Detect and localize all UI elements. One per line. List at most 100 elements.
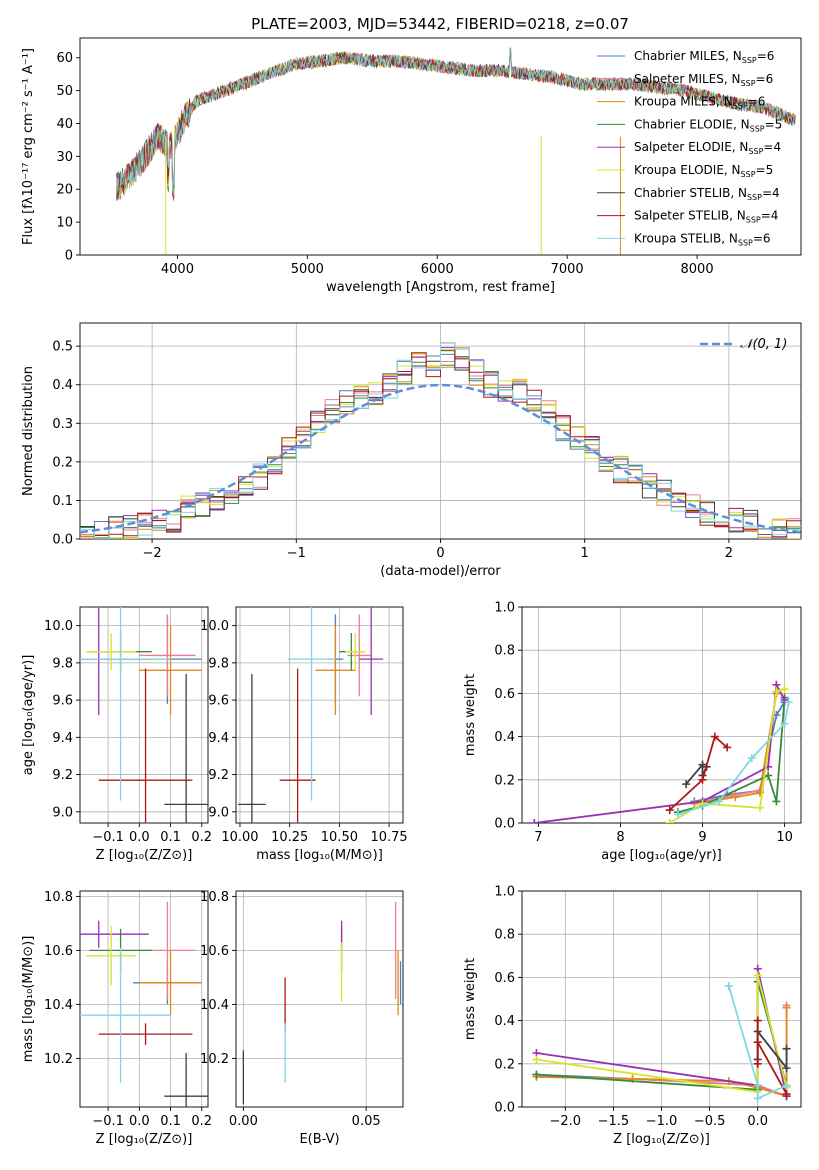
weight-marker-kroupa-stelib — [747, 754, 756, 763]
errorbars — [80, 901, 208, 1107]
y-tick-label: 10.2 — [44, 1052, 73, 1067]
y-tick-label: 10.0 — [44, 619, 73, 634]
mass-vs-metallicity-panel: −0.1 0.0 0.1 0.2 10.2 10.4 10.6 10.8 Z [log₁₀(Z/… — [21, 890, 212, 1147]
legend-nssp-prefix: , N — [724, 163, 741, 177]
legend-nssp-prefix: , N — [725, 49, 742, 63]
axes-frame — [79, 322, 802, 540]
weight-marker-chabrier-stelib — [698, 760, 707, 769]
weight-marker-chabrier-stelib — [682, 780, 691, 789]
y-tick-label: 9.0 — [208, 805, 229, 820]
weight-marker-salpeter-stelib — [698, 775, 707, 784]
y-tick-label: 0.0 — [494, 1101, 515, 1116]
x-tick-label: −0.5 — [694, 1114, 726, 1129]
legend-nssp-eq: = — [761, 209, 771, 223]
spectrum-lines — [116, 46, 796, 255]
y-tick-label: 0 — [65, 249, 73, 264]
y-tick-label: 30 — [56, 150, 73, 165]
weight-line-salpeter-stelib — [669, 734, 728, 811]
weight-marker-kroupa-stelib — [753, 1094, 762, 1103]
age-vs-metallicity-panel: −0.1 0.0 0.1 0.2 9.0 9.2 9.4 9.6 9.8 10.0 Z [log₁₀… — [21, 606, 212, 863]
y-tick-label: 20 — [56, 183, 73, 198]
legend-nssp-sub: SSP — [738, 238, 753, 247]
errorbars — [242, 901, 402, 1105]
weight-vs-metallicity-panel: −2.0 −1.5 −1.0 −0.5 0.0 0.0 0.2 0.4 0.6 0.8 1.0 Z [… — [463, 885, 802, 1147]
x-tick-label: 10 — [776, 830, 793, 845]
weight-marker-kroupa-elodie — [665, 819, 674, 823]
y-tick-label: 9.6 — [208, 694, 229, 709]
weight-marker-kroupa-stelib — [714, 797, 723, 806]
weight-marker-kroupa-elodie — [755, 803, 764, 812]
y-tick-label: 0.8 — [494, 644, 515, 659]
weight-marker-chabrier-stelib — [782, 1064, 791, 1073]
x-axis-label: (data-model)/error — [380, 564, 501, 579]
x-axis-label: mass [log₁₀(M/M⊙)] — [256, 848, 383, 863]
weight-marker-salpeter-stelib — [710, 732, 719, 741]
x-tick-label: 4000 — [161, 262, 194, 277]
y-tick-label: 9.0 — [52, 805, 73, 820]
y-tick-label: 9.8 — [52, 656, 73, 671]
y-tick-label: 10.4 — [200, 998, 229, 1013]
legend-nssp-prefix: , N — [733, 117, 750, 131]
y-tick-label: 0.4 — [494, 730, 515, 745]
legend-label: Kroupa MILES, NSSP=6 — [634, 95, 765, 111]
x-tick-label: 0.2 — [191, 1114, 212, 1129]
x-tick-label: −0.1 — [92, 1114, 124, 1129]
axes-frame — [79, 890, 209, 1108]
weight-line-kroupa-miles — [694, 693, 778, 805]
y-tick-label: 10.8 — [200, 890, 229, 905]
weight-marker-kroupa-stelib — [753, 1081, 762, 1090]
legend-nssp-value: 6 — [766, 72, 774, 86]
x-tick-label: 0.0 — [129, 830, 150, 845]
axes-frame — [235, 606, 404, 824]
x-tick-label: 9 — [698, 830, 706, 845]
x-axis-label: Z [log₁₀(Z/Z⊙)] — [613, 1132, 710, 1147]
x-tick-label: −1 — [287, 546, 306, 561]
x-axis-label: E(B-V) — [299, 1132, 339, 1147]
x-tick-label: 1 — [581, 546, 589, 561]
y-tick-label: 10 — [56, 216, 73, 231]
legend-nssp-value: 6 — [763, 231, 771, 245]
y-axis-label: mass weight — [463, 958, 478, 1040]
weight-marker-salpeter-stelib — [753, 1038, 762, 1047]
x-axis-label: Z [log₁₀(Z/Z⊙)] — [96, 848, 193, 863]
x-axis-label: age [log₁₀(age/yr)] — [601, 848, 722, 863]
x-tick-label: 6000 — [421, 262, 454, 277]
legend-nssp-eq: = — [757, 49, 767, 63]
x-tick-label: 10.00 — [221, 830, 258, 845]
y-tick-label: 1.0 — [494, 601, 515, 616]
y-tick-label: 0.2 — [494, 1057, 515, 1072]
y-axis-label: age [log₁₀(age/yr)] — [21, 655, 36, 776]
legend-label: Chabrier MILES, NSSP=6 — [634, 49, 774, 65]
weight-line-salpeter-elodie — [534, 681, 786, 823]
weight-marker-kroupa-stelib — [673, 810, 682, 819]
y-tick-label: 0.6 — [494, 971, 515, 986]
axes-frame — [79, 37, 802, 256]
y-tick-label: 0.0 — [52, 533, 73, 548]
weight-vs-age-panel: 7 8 9 10 0.0 0.2 0.4 0.6 0.8 1.0 age [log₁₀(age/yr… — [463, 601, 802, 863]
age-vs-mass-panel: 10.00 10.25 10.50 10.75 9.0 9.2 9.4 9.6 9.8 10.0 m… — [200, 606, 408, 863]
y-tick-label: 60 — [56, 51, 73, 66]
legend-nssp-prefix: , N — [730, 186, 747, 200]
legend-series-name: Chabrier STELIB — [634, 186, 730, 200]
weight-lines — [530, 680, 793, 823]
legend-nssp-prefix: , N — [721, 231, 738, 245]
weight-marker-salpeter-elodie — [780, 695, 789, 704]
spectrum-panel: 4000 5000 6000 7000 8000 0 10 20 30 40 50 60 wavelen… — [21, 37, 802, 295]
weight-marker-salpeter-elodie — [530, 819, 539, 823]
x-tick-label: 10.75 — [370, 830, 407, 845]
x-tick-label: −2 — [143, 546, 162, 561]
legend-nssp-value: 4 — [771, 209, 779, 223]
y-tick-label: 0.6 — [494, 687, 515, 702]
legend-label: Salpeter MILES, NSSP=6 — [634, 72, 773, 88]
y-tick-label: 10.4 — [44, 998, 73, 1013]
x-tick-label: 0.0 — [129, 1114, 150, 1129]
y-axis-label: mass [log₁₀(M/M⊙)] — [21, 936, 36, 1063]
x-tick-label: 8 — [616, 830, 624, 845]
y-tick-label: 10.0 — [200, 619, 229, 634]
y-tick-label: 0.4 — [52, 378, 73, 393]
weight-marker-chabrier-elodie — [772, 797, 781, 806]
legend-nssp-sub: SSP — [746, 216, 761, 225]
errorbars — [80, 607, 208, 823]
weight-marker-kroupa-elodie — [753, 971, 762, 980]
